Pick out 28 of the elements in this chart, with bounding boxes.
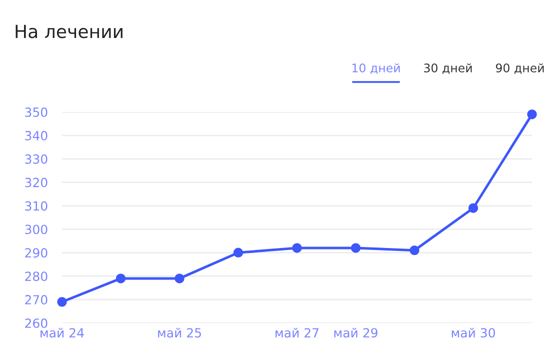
x-tick-label: май 30 bbox=[452, 328, 495, 338]
point bbox=[233, 248, 244, 258]
x-tick-label: май 25 bbox=[158, 328, 201, 338]
point bbox=[410, 245, 420, 256]
chart-title: На лечении bbox=[16, 24, 122, 38]
y-tick-label: 350 bbox=[25, 107, 48, 117]
point bbox=[116, 274, 126, 284]
y-tick-label: 320 bbox=[25, 178, 48, 188]
y-tick-label: 270 bbox=[25, 295, 48, 304]
point bbox=[527, 109, 537, 120]
text: 90 дней bbox=[496, 63, 544, 74]
y-tick-label: 290 bbox=[25, 248, 48, 258]
point bbox=[174, 274, 184, 284]
y-tick-label: 260 bbox=[25, 318, 48, 328]
x-tick-label: май 29 bbox=[334, 328, 378, 338]
point bbox=[350, 243, 361, 253]
x-tick-label: май 27 bbox=[276, 328, 318, 338]
y-tick-label: 300 bbox=[25, 224, 48, 234]
y-tick-label: 330 bbox=[25, 154, 48, 164]
x-tick-label: май 24 bbox=[40, 328, 84, 338]
point bbox=[57, 297, 67, 307]
point bbox=[468, 203, 478, 213]
point bbox=[292, 243, 302, 253]
y-tick-label: 280 bbox=[25, 272, 48, 282]
y-tick-label: 310 bbox=[25, 201, 48, 211]
text: 30 дней bbox=[424, 63, 472, 74]
y-tick-label: 340 bbox=[25, 130, 48, 140]
text: 10 дней bbox=[352, 63, 400, 74]
